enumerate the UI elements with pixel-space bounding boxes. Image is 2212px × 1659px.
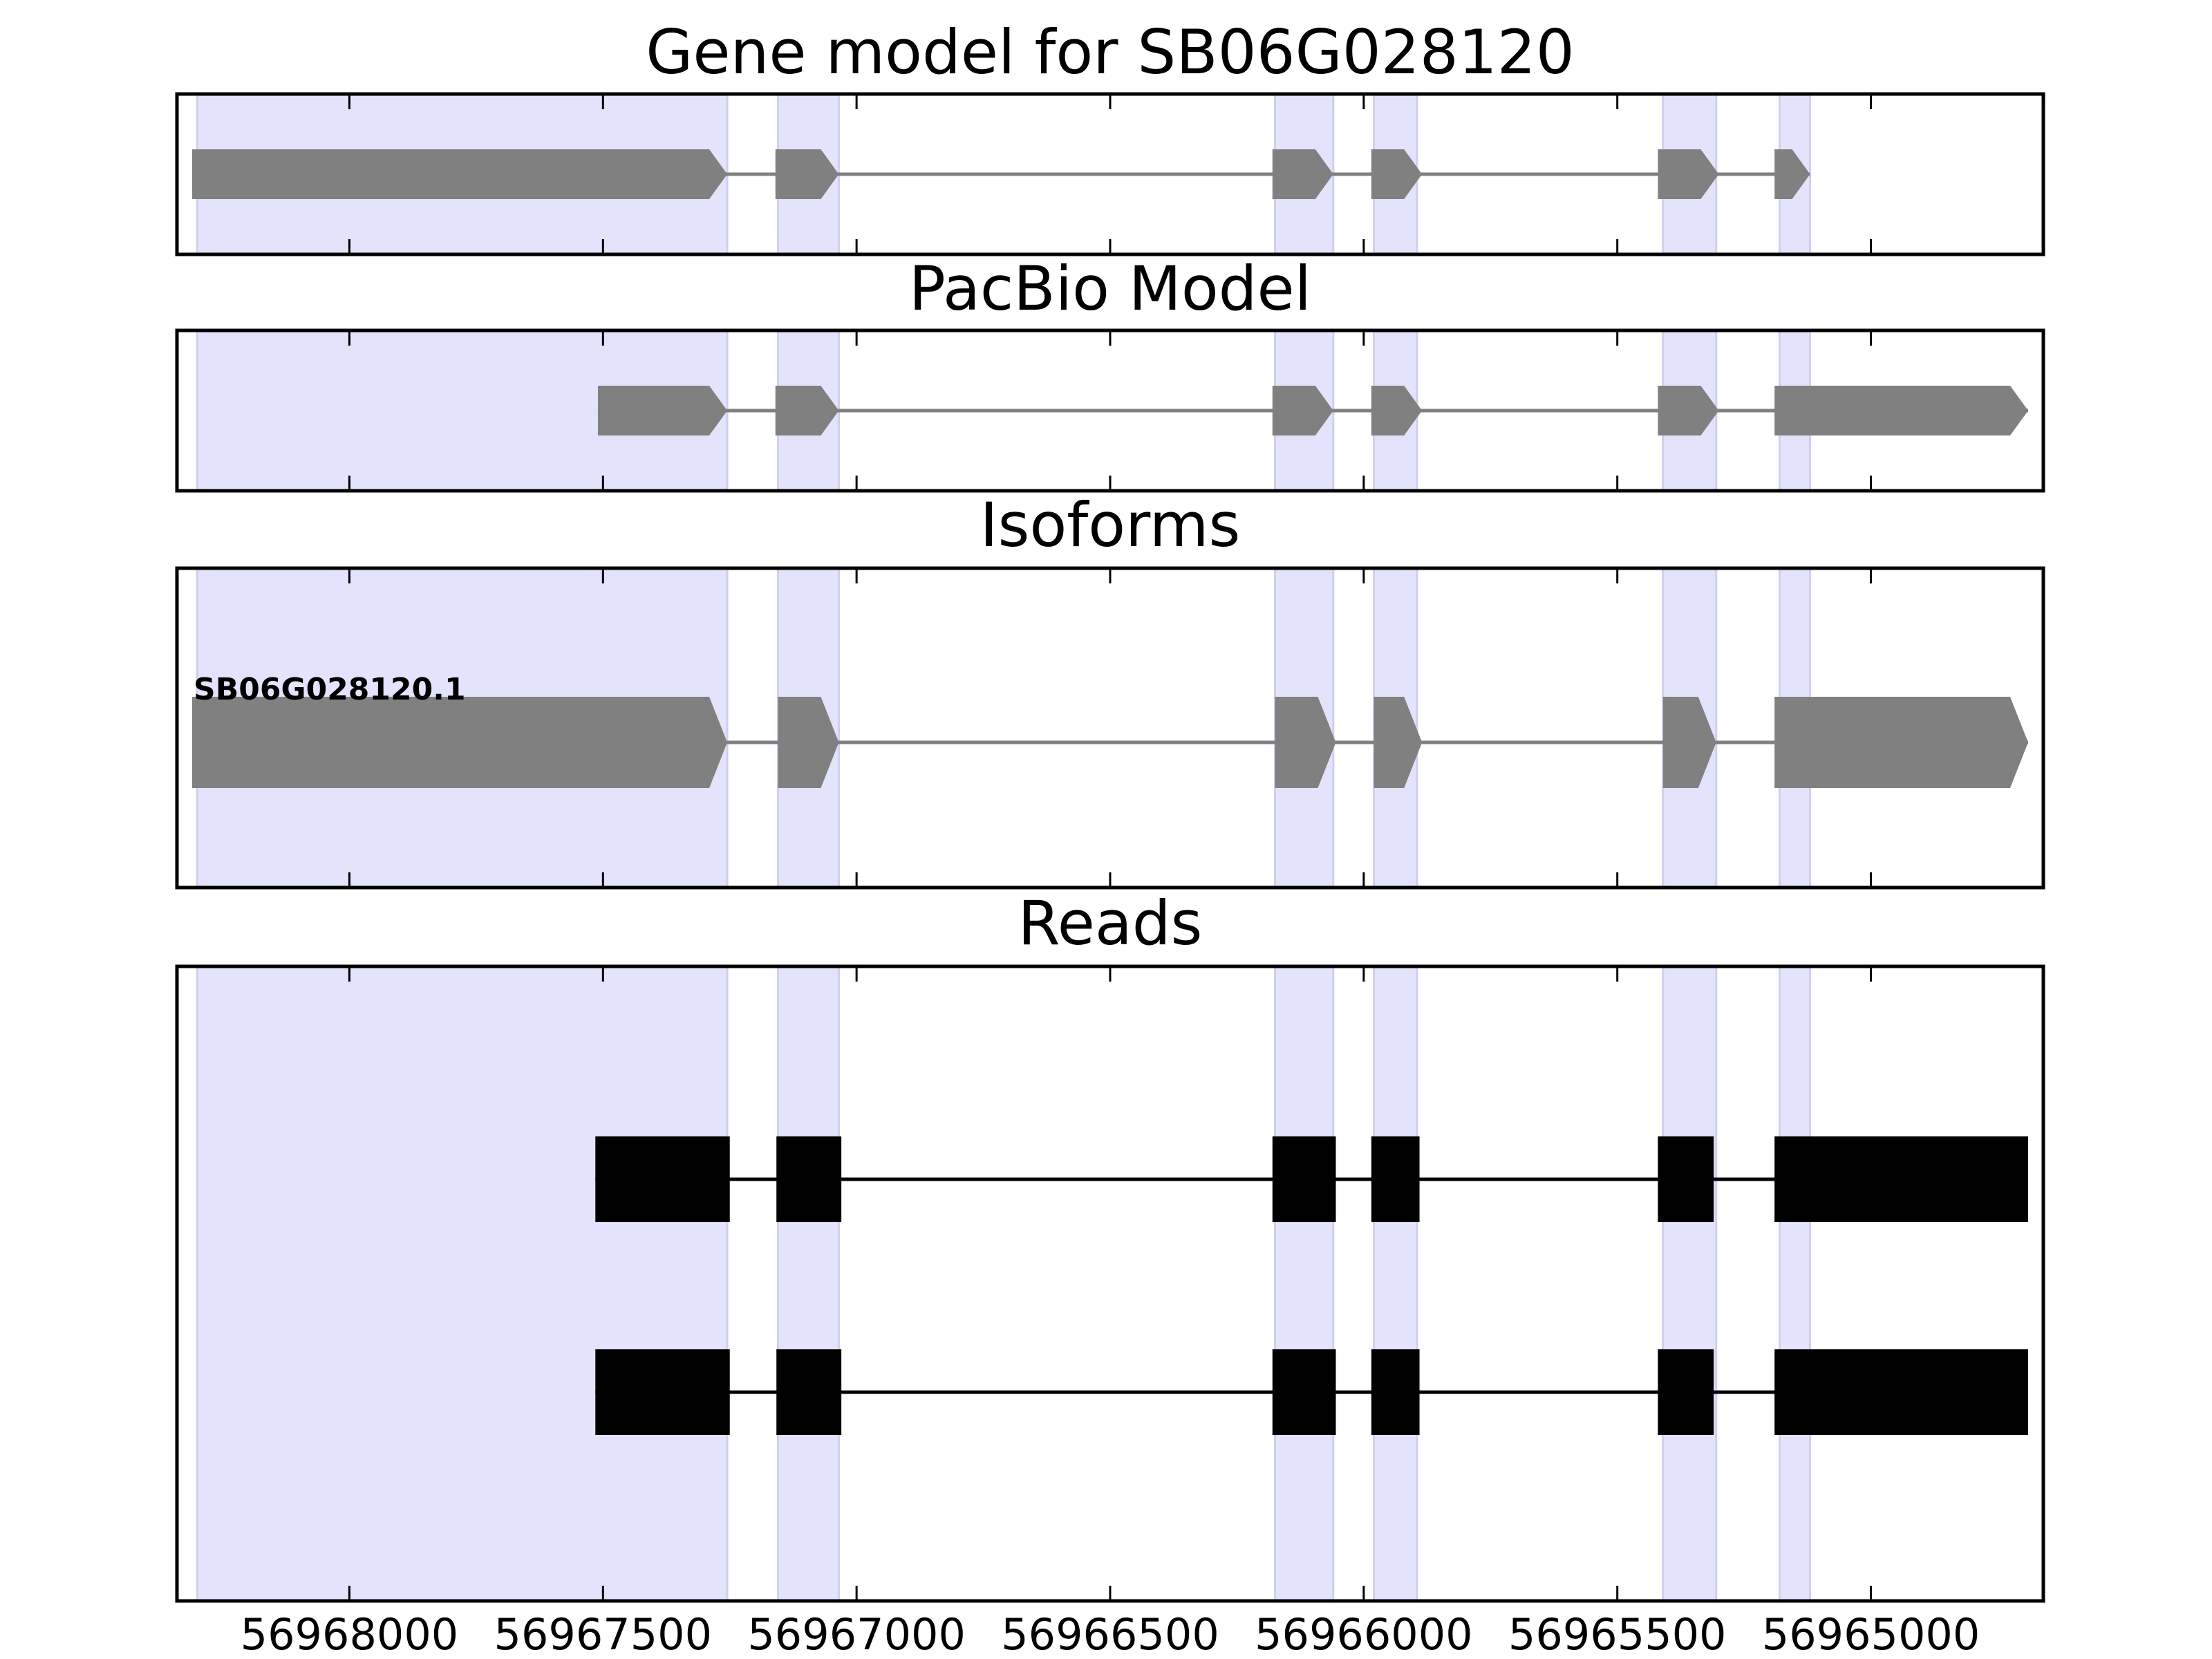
panel-frame xyxy=(175,328,2045,493)
exon-arrow xyxy=(1658,386,1719,435)
track xyxy=(192,149,1810,199)
exon-arrow xyxy=(1374,697,1423,788)
panel-1: Gene model for SB06G028120 xyxy=(175,17,2045,256)
read-exon-block xyxy=(776,1136,842,1222)
panel-4: Reads xyxy=(175,888,2045,1603)
read-exon-block xyxy=(1371,1349,1420,1435)
read-exon-block xyxy=(1774,1349,2028,1435)
read-exon-block xyxy=(595,1349,730,1435)
exon-highlight-band xyxy=(776,965,840,1602)
exon-arrow xyxy=(1275,697,1336,788)
exon-arrow xyxy=(1774,386,2028,435)
panel-2: PacBio Model xyxy=(175,253,2045,493)
exon-arrow xyxy=(778,697,839,788)
exon-highlight-band xyxy=(1778,965,1812,1602)
exon-arrow xyxy=(192,149,728,199)
exon-arrow xyxy=(775,386,839,435)
exon-arrow xyxy=(1658,149,1719,199)
read-exon-block xyxy=(595,1136,730,1222)
read-exon-block xyxy=(1371,1136,1420,1222)
read-exon-block xyxy=(1774,1136,2028,1222)
exon-arrow xyxy=(1272,149,1333,199)
x-tick-label: 56967000 xyxy=(747,1609,966,1659)
exon-arrow xyxy=(1371,149,1423,199)
x-tick-label: 56965000 xyxy=(1762,1609,1980,1659)
track: SB06G028120.1 xyxy=(192,672,2028,788)
x-tick-label: 56968000 xyxy=(241,1609,459,1659)
x-axis: 56968000 56967500 56967000 56966500 56966000… xyxy=(241,1609,1980,1659)
exon-arrow xyxy=(1662,697,1716,788)
exon-highlight-band xyxy=(1662,965,1718,1602)
panel-title: Isoforms xyxy=(980,489,1241,561)
x-tick-label: 56967500 xyxy=(494,1609,713,1659)
track xyxy=(597,386,2028,435)
panel-title: Gene model for SB06G028120 xyxy=(646,17,1575,88)
panel-frame xyxy=(175,566,2045,890)
track xyxy=(595,1349,2028,1435)
panels: Gene model for SB06G028120 PacBio Model Is… xyxy=(175,17,2045,1603)
read-exon-block xyxy=(1272,1136,1336,1222)
panel-frame xyxy=(175,964,2045,1603)
exon-arrow xyxy=(1371,386,1423,435)
exon-arrow xyxy=(597,386,728,435)
panel-title: Reads xyxy=(1018,888,1203,959)
read-exon-block xyxy=(1658,1349,1714,1435)
x-tick-label: 56966000 xyxy=(1255,1609,1473,1659)
read-exon-block xyxy=(1272,1349,1336,1435)
exon-arrow xyxy=(192,697,728,788)
exon-arrow xyxy=(775,149,839,199)
panel-frame xyxy=(175,92,2045,256)
exon-arrow xyxy=(1272,386,1333,435)
read-exon-block xyxy=(1658,1136,1714,1222)
exon-highlight-band xyxy=(1273,965,1335,1602)
panel-title: PacBio Model xyxy=(909,253,1311,324)
isoform-label: SB06G028120.1 xyxy=(194,672,466,707)
x-tick-label: 56966500 xyxy=(1001,1609,1219,1659)
track xyxy=(595,1136,2028,1222)
panel-3: Isoforms SB06G028120.1 xyxy=(175,489,2045,890)
read-exon-block xyxy=(776,1349,842,1435)
exon-arrow xyxy=(1774,149,1810,199)
exon-arrow xyxy=(1774,697,2028,788)
exon-highlight-band xyxy=(1373,965,1418,1602)
exon-highlight-band xyxy=(196,965,729,1602)
x-tick-label: 56965500 xyxy=(1508,1609,1727,1659)
